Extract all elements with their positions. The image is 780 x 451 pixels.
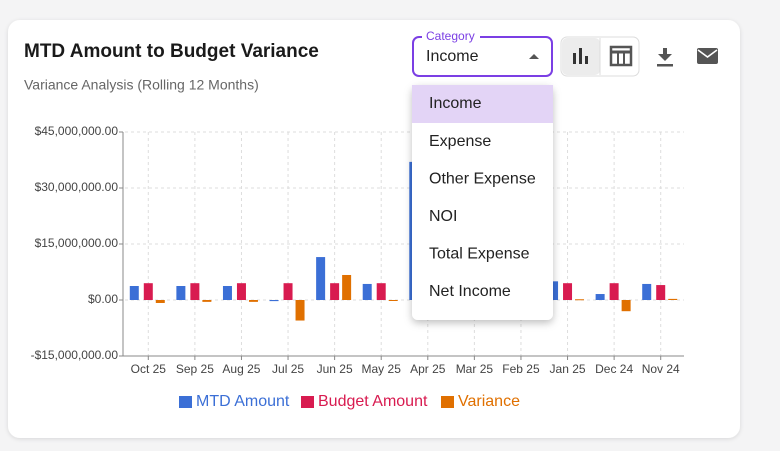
legend-label: Variance: [458, 393, 520, 410]
bar: [269, 300, 279, 302]
x-tick-label: Jun 25: [317, 362, 353, 376]
bar: [236, 283, 246, 300]
menu-panel: [412, 85, 553, 320]
bar: [656, 285, 666, 300]
select-value: Income: [426, 48, 479, 65]
bar: [143, 283, 153, 300]
bar: [595, 294, 605, 300]
bar: [376, 283, 386, 300]
x-tick-label: Jan 25: [550, 362, 586, 376]
bar-chart-icon: [573, 48, 588, 64]
bar: [176, 286, 186, 300]
legend-label: MTD Amount: [196, 393, 290, 410]
select-label-bg: [422, 30, 480, 42]
bar: [549, 281, 559, 300]
bar: [642, 283, 652, 300]
x-tick-label: Sep 25: [176, 362, 214, 376]
bar: [621, 300, 631, 312]
menu-item[interactable]: Net Income: [429, 283, 511, 300]
card: [8, 20, 740, 438]
bar: [155, 300, 165, 303]
bar: [190, 283, 200, 300]
x-tick-label: Feb 25: [502, 362, 540, 376]
bar: [609, 283, 619, 300]
download-button[interactable]: [657, 48, 673, 67]
bar: [330, 283, 340, 300]
dropdown-menu: Income Expense Other Expense NOI Total Expen…: [412, 85, 553, 320]
email-button[interactable]: [697, 48, 718, 64]
x-tick-label: Aug 25: [222, 362, 260, 376]
menu-item[interactable]: Income: [429, 95, 482, 112]
x-tick-label: Jul 25: [272, 362, 304, 376]
y-tick-label: -$15,000,000.00: [31, 348, 119, 362]
x-tick-label: Apr 25: [410, 362, 446, 376]
bar: [563, 283, 573, 300]
bar: [202, 300, 212, 302]
menu-item[interactable]: Expense: [429, 133, 491, 150]
bar: [283, 283, 293, 300]
y-tick-label: $45,000,000.00: [35, 124, 119, 138]
legend-swatch: [441, 396, 454, 408]
bar: [316, 257, 326, 300]
x-tick-label: Oct 25: [131, 362, 167, 376]
chart-title: MTD Amount to Budget Variance: [24, 41, 319, 62]
menu-item-highlight: [412, 85, 553, 123]
menu-item[interactable]: NOI: [429, 208, 457, 225]
category-select[interactable]: [412, 36, 553, 77]
y-tick-label: $30,000,000.00: [35, 180, 119, 194]
y-tick-label: $15,000,000.00: [35, 236, 119, 250]
bar: [295, 300, 305, 321]
table-view-button[interactable]: [609, 45, 633, 67]
bar: [342, 274, 352, 300]
legend-label: Budget Amount: [318, 393, 428, 410]
bar: [388, 300, 398, 301]
menu-item[interactable]: Total Expense: [429, 246, 530, 263]
bar: [222, 286, 232, 300]
x-tick-label: Mar 25: [456, 362, 494, 376]
legend-swatch: [179, 396, 192, 408]
x-tick-label: May 25: [362, 362, 402, 376]
chart-subtitle: Variance Analysis (Rolling 12 Months): [24, 77, 259, 93]
x-tick-label: Nov 24: [642, 362, 680, 376]
bar: [362, 283, 372, 300]
y-tick-label: $0.00: [88, 292, 118, 306]
menu-item[interactable]: Other Expense: [429, 170, 536, 187]
bar: [668, 298, 678, 300]
select-arrow: [529, 54, 539, 59]
bar: [575, 299, 585, 301]
bar: [248, 300, 258, 302]
x-tick-label: Dec 24: [595, 362, 633, 376]
legend-swatch: [301, 396, 314, 408]
select-label: Category: [426, 29, 475, 43]
bar: [129, 286, 139, 300]
